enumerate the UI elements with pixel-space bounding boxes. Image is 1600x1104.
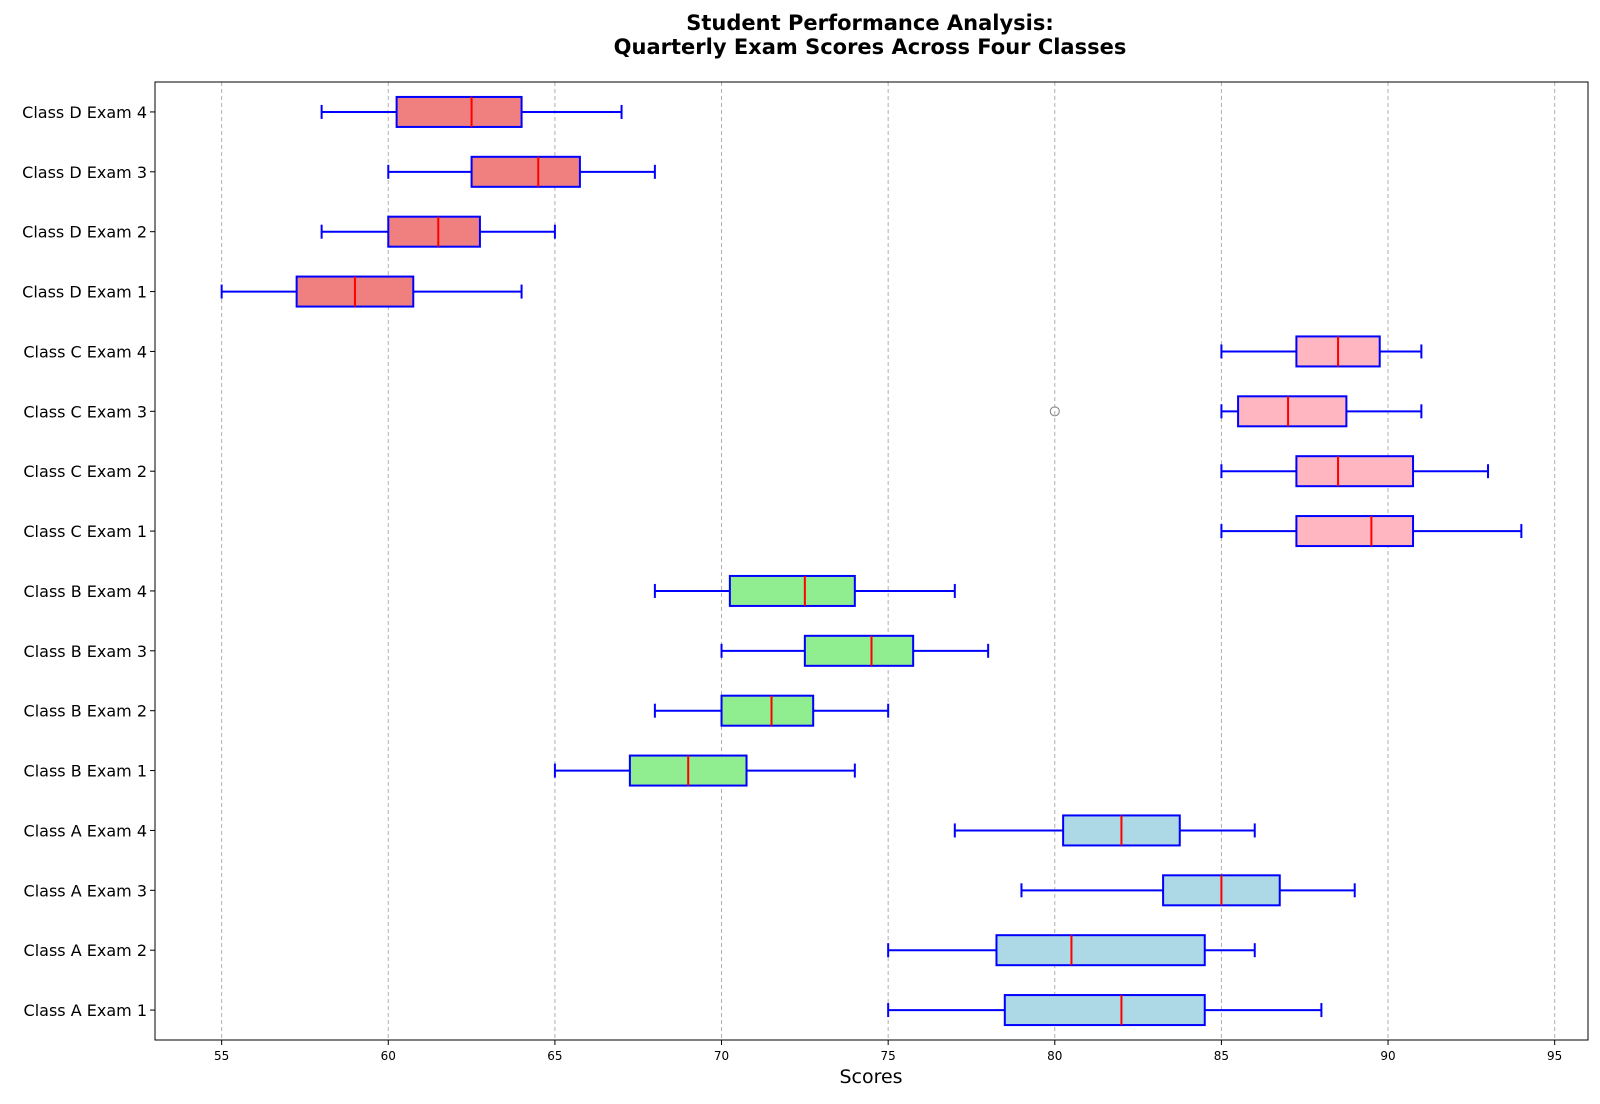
- y-tick-label-class-c-exam-4: Class C Exam 4: [23, 342, 147, 361]
- x-tick-label-70: 70: [714, 1049, 729, 1063]
- iqr-box: [1295, 515, 1415, 548]
- box-class-b-exam-3: [720, 634, 990, 667]
- y-tick-label-class-b-exam-3: Class B Exam 3: [24, 642, 147, 661]
- y-tick-label-class-d-exam-3: Class D Exam 3: [22, 163, 147, 182]
- chart-title-line-1: Student Performance Analysis:: [686, 11, 1053, 35]
- outlier-point: [1049, 406, 1060, 417]
- y-tick-label-class-b-exam-2: Class B Exam 2: [24, 702, 147, 721]
- iqr-box: [1003, 994, 1206, 1027]
- x-tick-label-85: 85: [1214, 1049, 1229, 1063]
- x-tick-label-55: 55: [214, 1049, 229, 1063]
- box-class-d-exam-1: [220, 275, 523, 308]
- iqr-box: [728, 574, 856, 607]
- y-tick-label-class-b-exam-4: Class B Exam 4: [24, 582, 147, 601]
- box-class-d-exam-2: [320, 215, 556, 248]
- box-class-a-exam-4: [953, 814, 1256, 847]
- y-tick-label-class-a-exam-2: Class A Exam 2: [24, 941, 147, 960]
- box-class-d-exam-4: [320, 95, 623, 128]
- box-class-b-exam-1: [553, 754, 856, 787]
- box-class-a-exam-3: [1020, 874, 1356, 907]
- chart-title-line-2: Quarterly Exam Scores Across Four Classe…: [614, 35, 1127, 59]
- box-class-c-exam-2: [1220, 455, 1490, 488]
- box-class-d-exam-3: [387, 155, 656, 188]
- x-tick-label-65: 65: [547, 1049, 562, 1063]
- y-tick-label-class-c-exam-3: Class C Exam 3: [23, 402, 147, 421]
- y-tick-label-class-c-exam-1: Class C Exam 1: [23, 522, 147, 541]
- x-tick-label-95: 95: [1547, 1049, 1562, 1063]
- y-tick-labels: Class A Exam 1 Class A Exam 2 Class A Exam…: [22, 103, 155, 1020]
- iqr-box: [387, 215, 481, 248]
- y-tick-label-class-a-exam-3: Class A Exam 3: [24, 881, 147, 900]
- iqr-box: [395, 95, 523, 128]
- box-class-c-exam-1: [1220, 515, 1523, 548]
- iqr-box: [803, 634, 915, 667]
- x-axis-label: Scores: [839, 1066, 902, 1088]
- iqr-box: [1237, 395, 1348, 428]
- x-tick-label-60: 60: [381, 1049, 396, 1063]
- iqr-box: [1295, 455, 1415, 488]
- boxes: [220, 95, 1523, 1027]
- y-tick-label-class-a-exam-1: Class A Exam 1: [24, 1001, 147, 1020]
- box-class-c-exam-3: [1049, 395, 1423, 428]
- y-tick-label-class-d-exam-4: Class D Exam 4: [22, 103, 147, 122]
- box-class-b-exam-2: [653, 694, 890, 727]
- x-tick-label-75: 75: [881, 1049, 896, 1063]
- y-tick-label-class-b-exam-1: Class B Exam 1: [24, 762, 147, 781]
- y-tick-label-class-d-exam-2: Class D Exam 2: [22, 223, 147, 242]
- box-class-b-exam-4: [653, 574, 956, 607]
- box-class-a-exam-1: [887, 994, 1323, 1027]
- y-tick-label-class-d-exam-1: Class D Exam 1: [22, 283, 147, 302]
- box-class-c-exam-4: [1220, 335, 1423, 368]
- iqr-box: [720, 694, 815, 727]
- box-class-a-exam-2: [887, 934, 1256, 967]
- iqr-box: [995, 934, 1206, 967]
- y-tick-label-class-c-exam-2: Class C Exam 2: [23, 462, 147, 481]
- iqr-box: [470, 155, 581, 188]
- plot-area-frame: [154, 81, 1589, 1041]
- x-tick-label-80: 80: [1047, 1049, 1062, 1063]
- x-tick-labels: 55 60 65 70 75 80 85 90 95: [214, 1040, 1562, 1063]
- y-tick-label-class-a-exam-4: Class A Exam 4: [24, 821, 147, 840]
- x-tick-label-90: 90: [1380, 1049, 1395, 1063]
